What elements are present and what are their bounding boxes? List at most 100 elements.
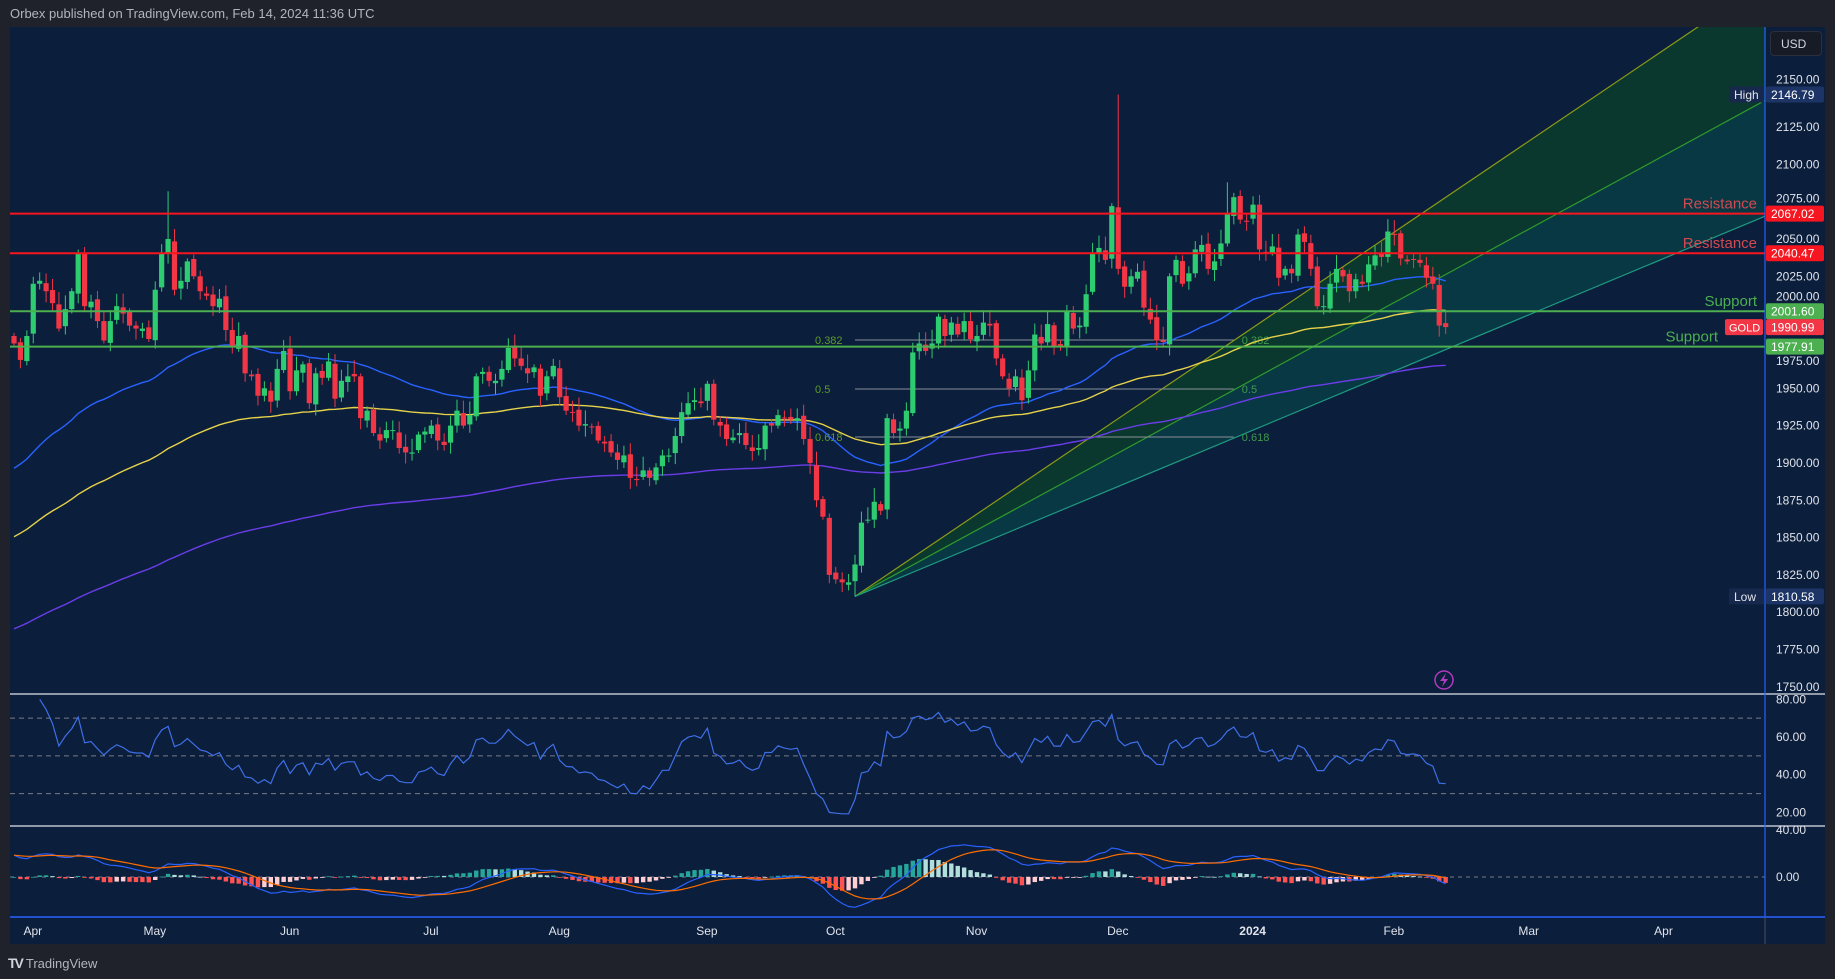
candle[interactable] bbox=[152, 281, 158, 349]
candle[interactable] bbox=[1378, 241, 1385, 267]
candle[interactable] bbox=[17, 337, 24, 369]
candle[interactable] bbox=[1032, 323, 1038, 382]
candle[interactable] bbox=[1045, 310, 1051, 346]
candle[interactable] bbox=[101, 311, 107, 344]
candle[interactable] bbox=[563, 386, 569, 415]
candle[interactable] bbox=[621, 445, 627, 469]
candle[interactable] bbox=[409, 438, 415, 461]
candle[interactable] bbox=[351, 360, 357, 383]
candle[interactable] bbox=[826, 513, 832, 584]
candle[interactable] bbox=[762, 422, 768, 461]
candle[interactable] bbox=[1346, 269, 1352, 303]
candle[interactable] bbox=[704, 380, 710, 411]
candle[interactable] bbox=[261, 381, 267, 402]
candle[interactable] bbox=[839, 572, 845, 593]
candle[interactable] bbox=[268, 382, 274, 413]
candle[interactable] bbox=[1269, 234, 1275, 256]
candle[interactable] bbox=[454, 399, 460, 433]
candle[interactable] bbox=[871, 488, 877, 529]
candle[interactable] bbox=[903, 402, 909, 436]
candle[interactable] bbox=[274, 359, 280, 408]
candle[interactable] bbox=[370, 403, 377, 437]
candle[interactable] bbox=[698, 387, 704, 408]
candle[interactable] bbox=[768, 418, 775, 433]
candle[interactable] bbox=[1186, 266, 1192, 290]
candle[interactable] bbox=[1359, 274, 1365, 287]
candle[interactable] bbox=[890, 413, 897, 439]
candle[interactable] bbox=[229, 317, 235, 354]
candle[interactable] bbox=[325, 353, 332, 381]
candle[interactable] bbox=[653, 463, 659, 485]
candle[interactable] bbox=[332, 354, 338, 408]
candle[interactable] bbox=[1154, 304, 1160, 351]
candle[interactable] bbox=[242, 331, 248, 382]
candle[interactable] bbox=[1366, 255, 1372, 291]
candle[interactable] bbox=[30, 276, 36, 344]
candle[interactable] bbox=[717, 416, 723, 437]
currency-button[interactable]: USD bbox=[1770, 31, 1822, 56]
candle[interactable] bbox=[736, 423, 743, 444]
candle[interactable] bbox=[878, 501, 884, 516]
candle[interactable] bbox=[216, 288, 223, 314]
candle[interactable] bbox=[441, 433, 447, 451]
candle[interactable] bbox=[756, 434, 762, 456]
candle[interactable] bbox=[1333, 255, 1340, 293]
candle[interactable] bbox=[679, 402, 685, 444]
candle[interactable] bbox=[897, 421, 903, 442]
candle[interactable] bbox=[43, 273, 49, 303]
candle[interactable] bbox=[569, 400, 576, 422]
candle[interactable] bbox=[537, 364, 544, 407]
candle[interactable] bbox=[833, 566, 839, 584]
candle[interactable] bbox=[313, 367, 319, 416]
candle[interactable] bbox=[1083, 284, 1089, 334]
candle[interactable] bbox=[1404, 255, 1410, 265]
candle[interactable] bbox=[993, 320, 999, 366]
candle[interactable] bbox=[929, 329, 935, 359]
candle[interactable] bbox=[1314, 256, 1320, 310]
candle[interactable] bbox=[1006, 373, 1012, 397]
candle[interactable] bbox=[659, 449, 666, 476]
candle[interactable] bbox=[531, 364, 537, 378]
candle[interactable] bbox=[1391, 220, 1397, 246]
candle[interactable] bbox=[987, 310, 993, 337]
brand-label[interactable]: TradingView bbox=[25, 955, 98, 971]
candle[interactable] bbox=[165, 191, 171, 264]
candle[interactable] bbox=[1327, 271, 1333, 313]
candle[interactable] bbox=[1398, 230, 1404, 266]
candle[interactable] bbox=[820, 496, 826, 520]
candle[interactable] bbox=[281, 339, 287, 374]
candle[interactable] bbox=[480, 367, 486, 384]
candle[interactable] bbox=[1179, 255, 1186, 287]
candle[interactable] bbox=[460, 400, 466, 429]
candle[interactable] bbox=[146, 320, 152, 342]
candle[interactable] bbox=[525, 354, 531, 384]
candle[interactable] bbox=[107, 310, 113, 352]
candle[interactable] bbox=[1173, 255, 1179, 283]
candle[interactable] bbox=[223, 285, 229, 342]
candle[interactable] bbox=[980, 310, 987, 341]
candle[interactable] bbox=[1340, 267, 1346, 282]
candle[interactable] bbox=[1282, 265, 1288, 280]
candle[interactable] bbox=[1372, 245, 1378, 270]
lightning-icon[interactable] bbox=[1434, 670, 1454, 690]
candle[interactable] bbox=[467, 401, 473, 433]
candle[interactable] bbox=[724, 417, 730, 447]
candle[interactable] bbox=[492, 373, 499, 395]
candle[interactable] bbox=[672, 427, 678, 465]
candle[interactable] bbox=[499, 360, 505, 387]
candle[interactable] bbox=[1160, 326, 1166, 348]
candle[interactable] bbox=[634, 466, 640, 487]
candle[interactable] bbox=[1167, 273, 1173, 356]
candle[interactable] bbox=[358, 373, 364, 430]
candle[interactable] bbox=[1064, 304, 1070, 357]
candle[interactable] bbox=[646, 467, 653, 487]
candle[interactable] bbox=[1025, 360, 1031, 404]
candle[interactable] bbox=[711, 379, 717, 426]
candle[interactable] bbox=[1417, 252, 1423, 268]
candle[interactable] bbox=[390, 420, 396, 440]
candle[interactable] bbox=[1218, 229, 1224, 266]
candle[interactable] bbox=[942, 314, 948, 348]
candle[interactable] bbox=[1288, 264, 1295, 284]
candle[interactable] bbox=[749, 435, 755, 461]
candle[interactable] bbox=[884, 413, 890, 520]
